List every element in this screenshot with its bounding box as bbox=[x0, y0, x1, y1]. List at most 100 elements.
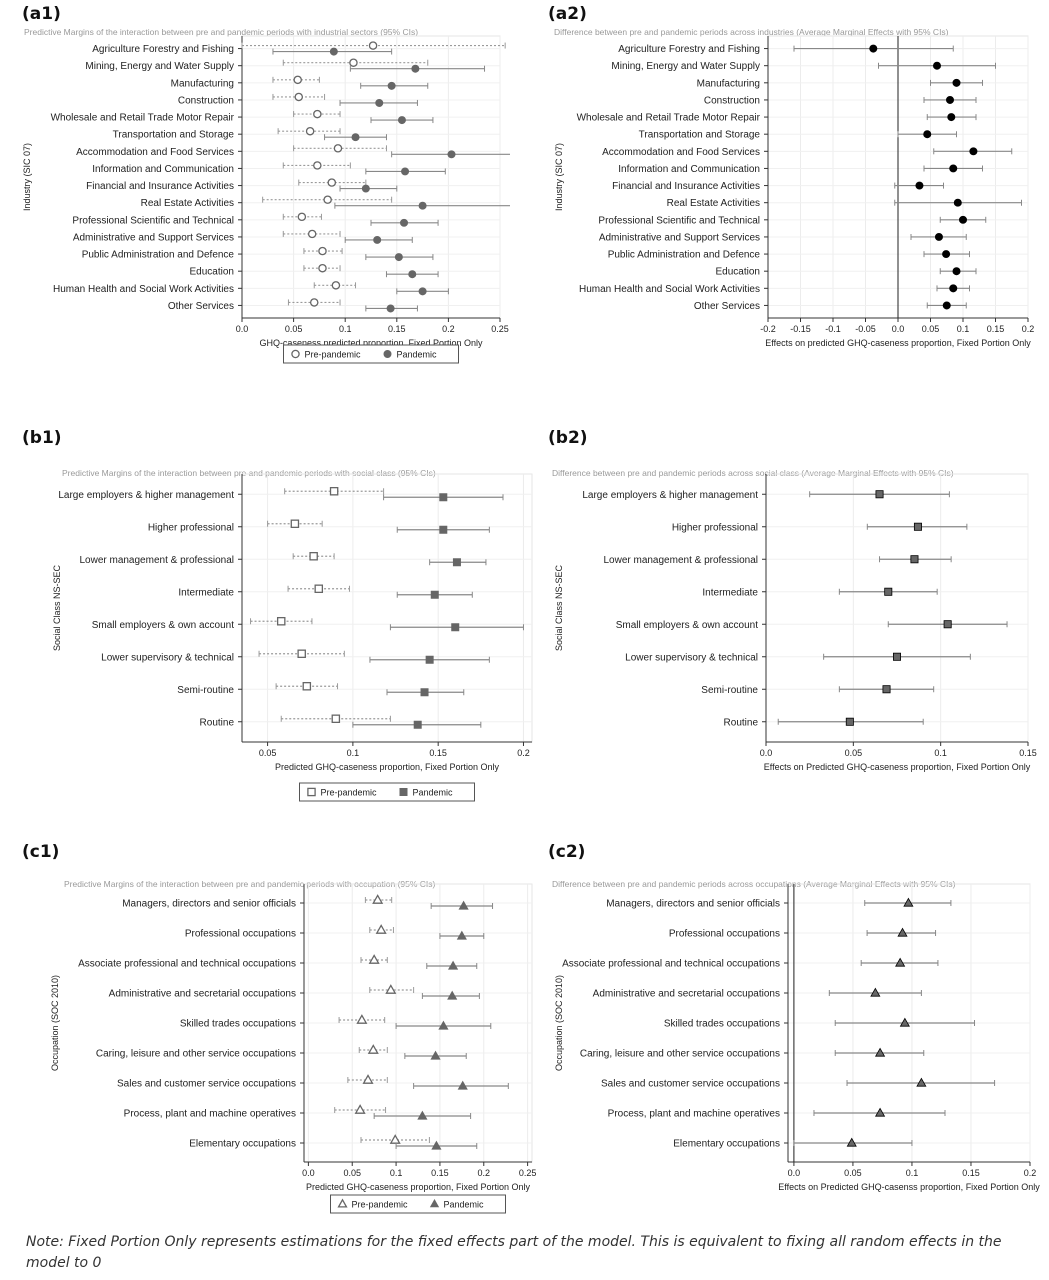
data-point-group bbox=[258, 649, 345, 658]
data-point-group bbox=[864, 897, 952, 907]
data-point bbox=[297, 649, 306, 658]
category-label: Caring, leisure and other service occupa… bbox=[580, 1049, 780, 1060]
panel-b1: (b1) Predictive Margins of the interacti… bbox=[10, 428, 540, 808]
data-point bbox=[329, 47, 338, 56]
data-point-group bbox=[334, 1104, 387, 1114]
chart-title: Predictive Margins of the interaction be… bbox=[24, 27, 418, 37]
data-point bbox=[413, 720, 422, 729]
data-point bbox=[327, 178, 337, 187]
data-point-group bbox=[838, 685, 935, 694]
data-point-group bbox=[272, 47, 393, 56]
x-tick-label: 0.05 bbox=[259, 748, 277, 758]
data-point bbox=[373, 235, 382, 244]
category-label: Agriculture Forestry and Fishing bbox=[92, 44, 234, 55]
data-point bbox=[351, 133, 360, 142]
category-label: Process, plant and machine operatives bbox=[124, 1109, 296, 1120]
data-point bbox=[297, 212, 307, 222]
x-tick-label: 0.25 bbox=[491, 324, 509, 334]
legend-label: Pandemic bbox=[413, 788, 454, 798]
data-point-group bbox=[923, 164, 983, 173]
category-label: Professional occupations bbox=[185, 929, 296, 940]
data-point bbox=[884, 587, 893, 596]
data-point-group bbox=[383, 493, 504, 502]
data-point-group bbox=[421, 990, 480, 1000]
data-point bbox=[447, 960, 459, 970]
legend-label: Pandemic bbox=[397, 350, 438, 360]
panel-label: (b2) bbox=[548, 428, 588, 448]
data-point-group bbox=[813, 1107, 946, 1117]
category-label: Information and Communication bbox=[92, 164, 234, 175]
data-point bbox=[418, 287, 427, 296]
x-axis-title: Effects on predicted GHQ-caseness propor… bbox=[765, 338, 1031, 348]
data-point-group bbox=[262, 195, 393, 204]
chart-title: Difference between pre and pandemic peri… bbox=[554, 27, 949, 37]
data-point-group bbox=[860, 957, 939, 967]
data-point-group bbox=[272, 92, 326, 102]
data-point bbox=[915, 181, 924, 190]
plot-area bbox=[241, 473, 533, 743]
data-point-group bbox=[272, 75, 320, 85]
data-point-group bbox=[334, 201, 513, 210]
category-label: Manufacturing bbox=[171, 78, 234, 89]
data-point bbox=[386, 304, 395, 313]
data-point bbox=[958, 215, 967, 224]
data-point bbox=[949, 284, 958, 293]
data-point-group bbox=[282, 58, 429, 67]
data-point bbox=[375, 98, 384, 107]
data-point-group bbox=[793, 1137, 913, 1147]
data-point bbox=[969, 147, 978, 156]
data-point-group bbox=[365, 304, 418, 313]
data-point-group bbox=[280, 714, 391, 723]
data-point bbox=[846, 1137, 857, 1147]
data-point-group bbox=[939, 215, 987, 224]
data-point bbox=[899, 1017, 910, 1027]
data-point bbox=[952, 267, 961, 276]
x-tick-label: -0.1 bbox=[825, 324, 841, 334]
data-point-group bbox=[293, 109, 341, 119]
data-point-group bbox=[426, 960, 478, 970]
data-point bbox=[329, 487, 339, 496]
data-point bbox=[417, 1110, 428, 1120]
data-point bbox=[952, 78, 961, 87]
category-label: Professional Scientific and Technical bbox=[598, 215, 760, 226]
x-tick-label: 0.05 bbox=[343, 1168, 361, 1178]
category-label: Lower management & professional bbox=[79, 555, 234, 566]
x-tick-label: 0.2 bbox=[1022, 324, 1035, 334]
x-tick-label: 0.15 bbox=[388, 324, 406, 334]
category-label: Elementary occupations bbox=[189, 1139, 296, 1150]
panel-b2: (b2) Difference between pre and pandemic… bbox=[540, 428, 1045, 808]
data-point-group bbox=[365, 253, 434, 262]
y-axis-title: Social Class NS-SEC bbox=[554, 564, 564, 651]
data-point bbox=[305, 126, 315, 136]
data-point bbox=[356, 1014, 368, 1024]
category-label: Administrative and secretarial occupatio… bbox=[109, 989, 296, 1000]
legend-label: Pre-pandemic bbox=[321, 788, 378, 798]
category-label: Other Services bbox=[694, 301, 760, 312]
x-tick-label: 0.1 bbox=[906, 1168, 919, 1178]
data-point-group bbox=[241, 41, 506, 50]
data-point-group bbox=[939, 267, 977, 276]
data-point bbox=[916, 1077, 927, 1087]
data-point bbox=[389, 1134, 401, 1144]
x-tick-label: 0.1 bbox=[934, 748, 947, 758]
data-point bbox=[439, 493, 448, 502]
legend-box bbox=[330, 1194, 506, 1214]
data-point bbox=[302, 681, 312, 691]
x-tick-label: 0.05 bbox=[285, 324, 303, 334]
data-point bbox=[451, 623, 460, 632]
data-point-group bbox=[846, 1077, 996, 1087]
x-tick-label: 0.1 bbox=[390, 1168, 403, 1178]
data-point-group bbox=[277, 126, 341, 136]
panel-c1: (c1) Predictive Margins of the interacti… bbox=[10, 842, 540, 1227]
data-point bbox=[307, 229, 317, 239]
data-point-group bbox=[358, 1044, 388, 1054]
category-label: Associate professional and technical occ… bbox=[562, 959, 780, 970]
chart-b2: Difference between pre and pandemic peri… bbox=[552, 468, 1037, 772]
x-tick-label: 0.0 bbox=[760, 748, 773, 758]
data-point bbox=[934, 232, 943, 241]
x-axis-title: Predicted GHQ-caseness proportion, Fixed… bbox=[275, 762, 500, 772]
category-label: Real Estate Activities bbox=[141, 198, 234, 209]
category-label: Human Health and Social Work Activities bbox=[53, 284, 234, 295]
data-point-group bbox=[897, 130, 957, 139]
data-point-group bbox=[360, 954, 388, 964]
